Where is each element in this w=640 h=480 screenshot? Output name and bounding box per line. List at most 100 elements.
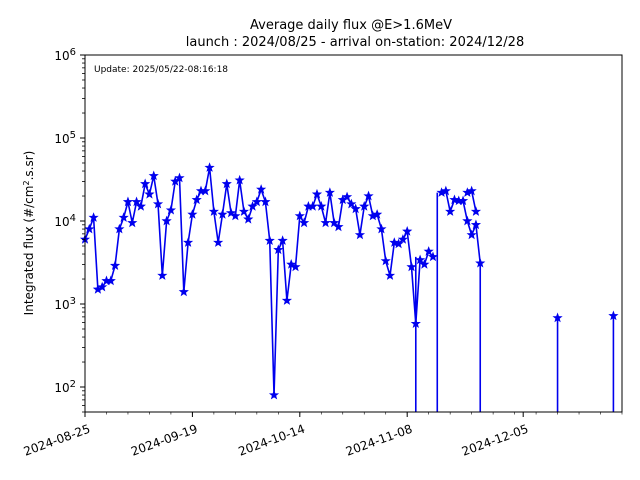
data-point-0-20 [165,204,177,215]
x-tick-label-2: 2024-10-14 [236,422,306,459]
y-axis-label-sup: 2 [22,180,31,185]
y-tick-label-2: 104 [54,213,76,230]
y-axis-label: Integrated flux (#/cm2.s.sr) [22,151,37,316]
data-point-0-11 [127,217,138,228]
data-point-0-29 [204,162,215,172]
data-point-0-91 [470,206,482,216]
data-point-0-51 [299,217,310,228]
data-point-0-2 [88,212,99,222]
data-point-0-56 [320,217,331,228]
data-point-0-13 [135,201,146,211]
x-tick-label-4: 2024-12-05 [460,422,530,459]
data-point-0-58 [329,217,340,228]
data-point-0-77 [410,318,421,328]
data-point-0-79 [419,259,430,269]
data-point-0-53 [307,201,318,211]
data-point-0-25 [187,209,198,219]
data-point-0-6 [105,275,116,286]
data-point-0-68 [372,209,383,219]
data-point-0-18 [157,270,168,280]
y-axis: 102 103 104 105 106 [54,47,85,413]
data-point-0-26 [191,194,202,205]
data-point-0-14 [140,178,151,189]
data-point-0-80 [423,246,434,256]
data-point-1-8 [470,219,482,230]
data-point-0-76 [406,261,417,272]
data-point-0-63 [350,203,361,214]
x-tick-label-0: 2024-08-25 [22,422,92,459]
data-point-0-23 [178,286,189,297]
data-point-0-1 [84,223,95,234]
data-point-0-41 [256,184,267,194]
data-point-0-61 [341,191,353,202]
data-point-0-19 [161,215,172,226]
data-point-0-72 [389,237,400,247]
data-point-0-28 [200,185,211,196]
data-point-0-15 [144,188,155,199]
data-point-0-59 [333,221,344,232]
data-point-0-64 [354,229,366,240]
data-point-0-17 [152,198,164,209]
data-point-0-33 [221,178,232,189]
data-point-1-1 [440,185,451,196]
data-point-0-44 [268,389,280,400]
data-point-0-47 [281,295,293,305]
data-point-0-69 [376,223,387,234]
data-point-2-0 [552,312,563,323]
data-point-0-66 [363,190,374,201]
data-point-0-35 [230,210,241,221]
data-point-0-40 [251,196,262,207]
data-point-0-78 [414,254,426,265]
data-point-0-43 [264,235,275,245]
data-point-0-37 [238,206,250,216]
data-point-0-48 [286,259,297,269]
data-point-0-74 [397,234,408,244]
data-point-0-22 [174,172,185,183]
data-point-0-9 [118,212,129,222]
data-point-0-38 [243,213,254,224]
data-point-1-9 [475,257,486,268]
data-point-0-7 [109,260,121,270]
data-point-0-8 [114,223,125,234]
y-tick-label-4: 106 [54,47,76,64]
x-tick-label-3: 2024-11-08 [344,422,414,459]
data-point-0-10 [122,196,134,207]
data-point-0-16 [148,170,159,181]
data-point-3-0 [608,310,619,321]
data-point-0-70 [380,255,391,266]
data-point-0-55 [316,201,327,211]
data-point-0-46 [277,235,288,245]
y-tick-label-0: 102 [54,379,76,396]
data-point-0-62 [346,198,357,209]
data-point-0-54 [311,188,323,199]
x-tick-label-1: 2024-09-19 [129,422,199,459]
data-point-0-30 [208,206,219,216]
y-tick-label-3: 105 [54,130,76,147]
data-point-0-39 [247,201,258,211]
data-point-0-57 [324,187,335,197]
chart-subtitle: launch : 2024/08/25 - arrival on-station… [186,35,524,50]
data-point-0-90 [466,185,477,196]
data-point-1-7 [466,229,477,240]
data-point-0-71 [384,270,396,280]
data-point-0-42 [260,196,271,207]
data-point-0-81 [427,251,439,262]
data-point-0-45 [273,244,284,255]
data-point-1-6 [462,215,473,226]
chart-title: Average daily flux @E>1.6MeV [250,18,452,33]
data-point-0-73 [393,238,404,249]
data-point-0-32 [217,209,228,219]
data-point-1-2 [445,206,456,216]
data-point-0-36 [234,174,245,185]
data-point-0-75 [402,226,413,236]
plot-area [79,162,619,412]
y-tick-label-1: 103 [54,296,76,313]
data-point-0-4 [97,281,108,292]
data-point-0-50 [294,210,305,221]
data-point-0-12 [131,196,142,207]
y-axis-label-main: Integrated flux (#/cm [22,186,36,316]
x-axis: 2024-08-25 2024-09-19 2024-10-14 2024-11-08… [22,412,623,459]
data-point-0-31 [213,237,224,247]
y-axis-label-tail: .s.sr) [22,151,36,181]
